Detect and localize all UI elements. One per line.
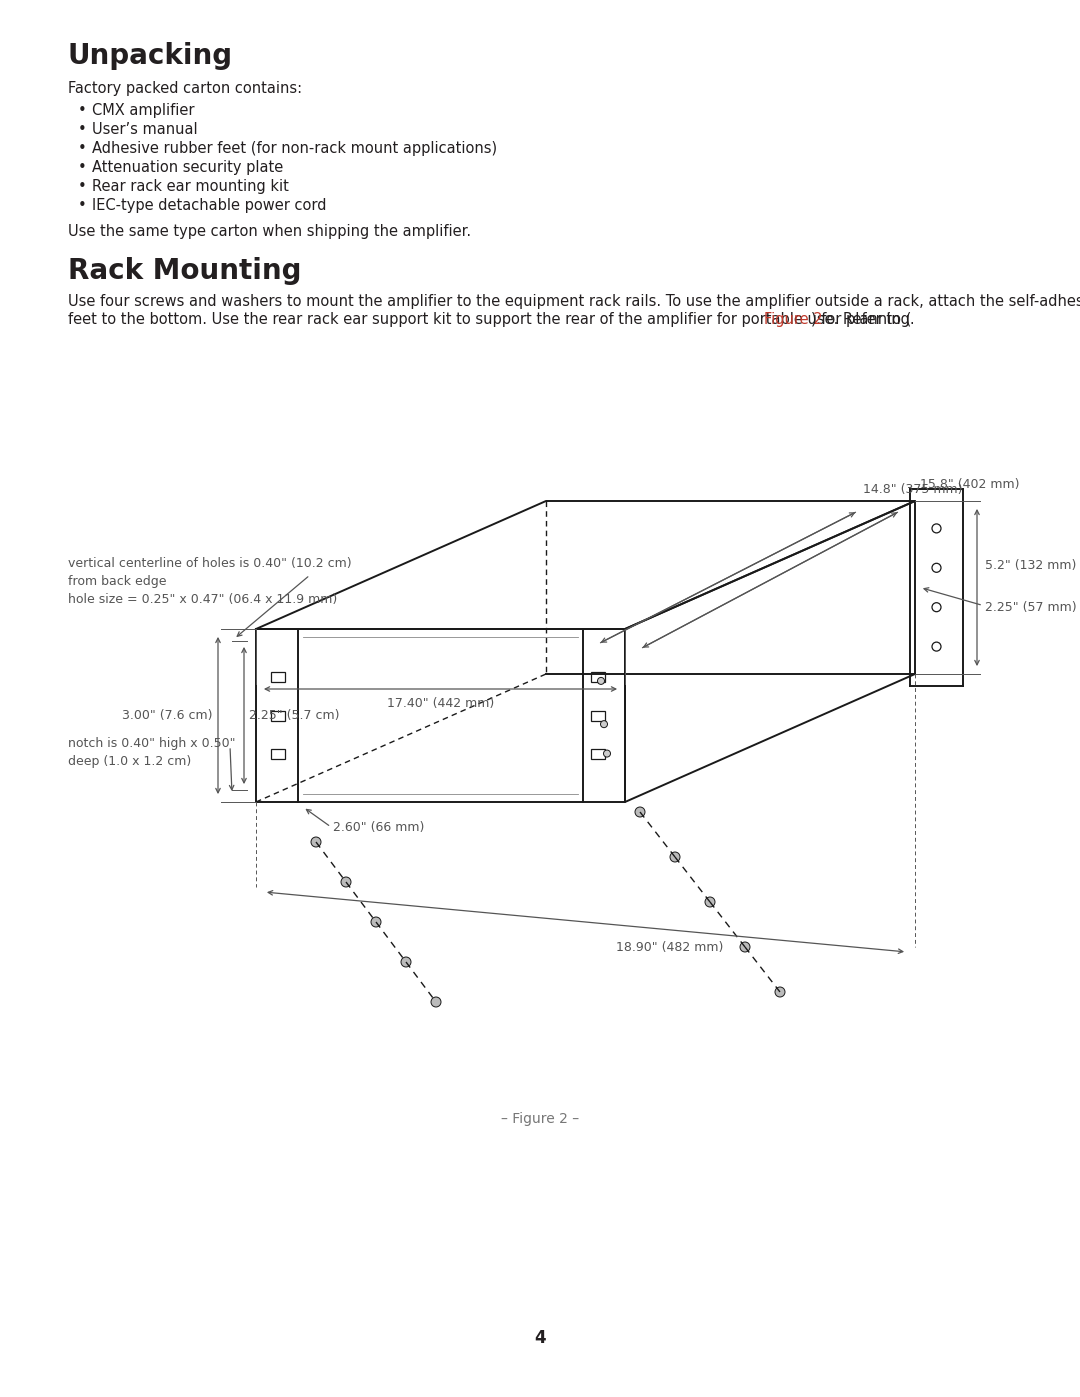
Text: – Figure 2 –: – Figure 2 –	[501, 1112, 579, 1126]
Text: •: •	[78, 103, 86, 117]
Circle shape	[705, 897, 715, 907]
Text: User’s manual: User’s manual	[92, 122, 198, 137]
Text: hole size = 0.25" x 0.47" (06.4 x 11.9 mm): hole size = 0.25" x 0.47" (06.4 x 11.9 m…	[68, 592, 337, 606]
Text: from back edge: from back edge	[68, 576, 166, 588]
Circle shape	[600, 721, 607, 728]
Text: 2.25" (57 mm): 2.25" (57 mm)	[985, 601, 1077, 615]
Circle shape	[372, 916, 381, 928]
Text: 17.40" (442 mm): 17.40" (442 mm)	[387, 697, 495, 710]
Text: 14.8" (375 mm): 14.8" (375 mm)	[863, 483, 962, 496]
Text: •: •	[78, 198, 86, 212]
Bar	[271, 749, 285, 759]
Text: •: •	[78, 141, 86, 156]
Text: 5.2" (132 mm): 5.2" (132 mm)	[985, 559, 1077, 571]
Text: Unpacking: Unpacking	[68, 42, 233, 70]
Circle shape	[341, 877, 351, 887]
Text: Rear rack ear mounting kit: Rear rack ear mounting kit	[92, 179, 288, 194]
Text: IEC-type detachable power cord: IEC-type detachable power cord	[92, 198, 326, 212]
Text: •: •	[78, 122, 86, 137]
Text: 2.60" (66 mm): 2.60" (66 mm)	[333, 820, 424, 834]
Circle shape	[775, 988, 785, 997]
Circle shape	[604, 750, 610, 757]
Text: 4: 4	[535, 1329, 545, 1347]
Text: Rack Mounting: Rack Mounting	[68, 257, 301, 285]
Bar	[591, 672, 605, 683]
Bar	[271, 711, 285, 721]
Text: Adhesive rubber feet (for non-rack mount applications): Adhesive rubber feet (for non-rack mount…	[92, 141, 497, 156]
Circle shape	[431, 997, 441, 1007]
Text: •: •	[78, 161, 86, 175]
Circle shape	[597, 678, 605, 685]
Text: Use four screws and washers to mount the amplifier to the equipment rack rails. : Use four screws and washers to mount the…	[68, 293, 1080, 309]
Bar	[591, 749, 605, 759]
Text: CMX amplifier: CMX amplifier	[92, 103, 194, 117]
Bar	[271, 672, 285, 683]
Text: 3.00" (7.6 cm): 3.00" (7.6 cm)	[122, 710, 213, 722]
Text: 15.8" (402 mm): 15.8" (402 mm)	[920, 478, 1020, 490]
Text: deep (1.0 x 1.2 cm): deep (1.0 x 1.2 cm)	[68, 754, 191, 768]
Text: 2.25" (5.7 cm): 2.25" (5.7 cm)	[249, 710, 339, 722]
Circle shape	[311, 837, 321, 847]
Circle shape	[670, 852, 680, 862]
Text: ) for planning.: ) for planning.	[811, 312, 915, 327]
Text: •: •	[78, 179, 86, 194]
Text: Attenuation security plate: Attenuation security plate	[92, 161, 283, 175]
Circle shape	[635, 807, 645, 817]
Text: notch is 0.40" high x 0.50": notch is 0.40" high x 0.50"	[68, 738, 235, 750]
Text: Factory packed carton contains:: Factory packed carton contains:	[68, 81, 302, 96]
Text: feet to the bottom. Use the rear rack ear support kit to support the rear of the: feet to the bottom. Use the rear rack ea…	[68, 312, 912, 327]
Circle shape	[740, 942, 750, 951]
Circle shape	[401, 957, 411, 967]
Bar	[591, 711, 605, 721]
Text: Figure 2: Figure 2	[765, 312, 823, 327]
Text: 18.90" (482 mm): 18.90" (482 mm)	[616, 940, 723, 954]
Text: Use the same type carton when shipping the amplifier.: Use the same type carton when shipping t…	[68, 224, 471, 239]
Text: vertical centerline of holes is 0.40" (10.2 cm): vertical centerline of holes is 0.40" (1…	[68, 557, 352, 570]
